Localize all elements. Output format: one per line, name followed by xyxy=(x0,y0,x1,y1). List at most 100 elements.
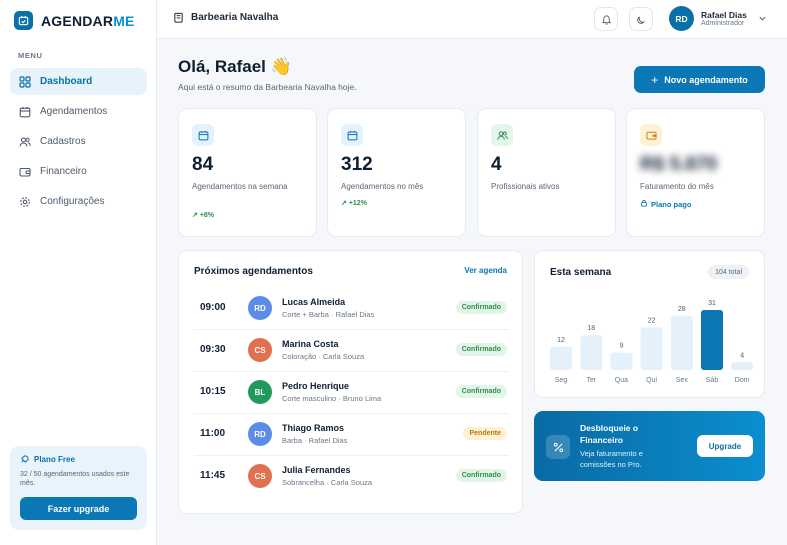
chart-bar-Qua[interactable] xyxy=(610,352,633,370)
upgrade-plan-button[interactable]: Fazer upgrade xyxy=(20,497,137,520)
logo-text: AGENDARME xyxy=(41,12,135,29)
client-name: Pedro Henrique xyxy=(282,381,350,391)
sidebar-item-label: Financeiro xyxy=(40,166,87,177)
chart-bar-Seg[interactable] xyxy=(550,346,572,370)
chart-category-label: Sáb xyxy=(706,377,719,384)
stat-card-week: 84 Agendamentos na semana ↗ +8% xyxy=(178,108,317,237)
chart-value-label: 22 xyxy=(648,317,656,324)
paid-plan-note[interactable]: Plano pago xyxy=(640,199,691,209)
service-desc: Corte masculino · Bruno Lima xyxy=(282,394,382,403)
client-name: Marina Costa xyxy=(282,339,339,349)
status-badge: Confirmado xyxy=(455,301,507,314)
user-role: Administrador xyxy=(701,20,745,27)
user-info: Rafael Dias Administrador xyxy=(701,10,747,27)
view-schedule-link[interactable]: Ver agenda xyxy=(464,266,507,275)
chart-category-label: Seg xyxy=(555,377,568,384)
appointment-row[interactable]: 10:15 BL Pedro Henrique Corte masculino … xyxy=(194,372,509,414)
appointment-row[interactable]: 11:00 RD Thiago Ramos Barba · Rafael Dia… xyxy=(194,414,509,456)
sidebar-item-label: Dashboard xyxy=(40,76,93,87)
avatar: RD xyxy=(248,422,272,446)
chevron-down-icon xyxy=(759,16,766,21)
sidebar-item-financeiro[interactable]: Financeiro xyxy=(10,158,147,185)
users-icon xyxy=(19,136,31,147)
status-badge: Pendente xyxy=(463,427,507,440)
appointment-row[interactable]: 11:45 CS Julia Fernandes Sobrancelha · C… xyxy=(194,456,509,498)
stat-card-professionals: 4 Profissionais ativos xyxy=(477,108,616,237)
new-appointment-button[interactable]: + Novo agendamento xyxy=(634,66,765,93)
section-title: Esta semana xyxy=(550,267,612,278)
stat-card-month: 312 Agendamentos no mês ↗ +12% xyxy=(327,108,466,237)
appointment-time: 11:00 xyxy=(200,428,226,439)
sidebar-item-dashboard[interactable]: Dashboard xyxy=(10,68,147,95)
chart-category-label: Dom xyxy=(735,377,750,384)
client-name: Julia Fernandes xyxy=(282,465,351,475)
appointment-time: 09:30 xyxy=(200,344,226,355)
stat-label: Agendamentos na semana xyxy=(192,182,288,191)
appointment-row[interactable]: 09:00 RD Lucas Almeida Corte + Barba · R… xyxy=(194,288,509,330)
chart-value-label: 9 xyxy=(619,343,623,350)
chart-bar-Dom[interactable] xyxy=(731,362,754,370)
appointment-time: 10:15 xyxy=(200,386,226,397)
chart-bar-Qui[interactable] xyxy=(640,327,663,370)
chart-category-label: Qua xyxy=(615,377,628,384)
chart-category-label: Ter xyxy=(586,377,596,384)
stat-value: 84 xyxy=(192,154,214,175)
plan-title: Plano Free xyxy=(20,455,137,464)
service-desc: Sobrancelha · Carla Souza xyxy=(282,478,373,487)
plus-icon: + xyxy=(651,72,659,87)
sidebar-nav: Dashboard Agendamentos Cadastros Finance… xyxy=(10,68,147,218)
store-icon xyxy=(174,12,183,23)
stat-label: Faturamento do mês xyxy=(640,182,714,191)
week-bar-chart: 12 Seg 18 Ter 9 Qua 22 Qui 28 Sex 31 Sáb 4 Dom xyxy=(550,300,754,384)
gear-icon xyxy=(20,196,30,207)
chart-category-label: Qui xyxy=(646,377,657,384)
appointment-time: 09:00 xyxy=(200,302,226,313)
chart-value-label: 31 xyxy=(708,300,716,307)
status-badge: Confirmado xyxy=(455,469,507,482)
notifications-button[interactable] xyxy=(594,7,618,31)
week-chart-card: Esta semana 104 total 12 Seg 18 Ter 9 Qua 22 Qu… xyxy=(534,250,765,398)
chart-value-label: 12 xyxy=(557,337,565,344)
lock-icon xyxy=(640,199,648,209)
appointment-row[interactable]: 09:30 CS Marina Costa Coloração · Carla … xyxy=(194,330,509,372)
chart-bar-Sex[interactable] xyxy=(670,315,693,370)
logo[interactable]: AGENDARME xyxy=(14,11,135,30)
user-name: Rafael Dias xyxy=(701,10,747,20)
avatar: RD xyxy=(669,6,694,31)
grid-icon xyxy=(19,75,31,88)
sidebar-item-label: Configurações xyxy=(40,196,105,207)
chart-bar-Sáb[interactable] xyxy=(701,310,723,370)
calendar-icon xyxy=(19,106,31,117)
moon-icon xyxy=(636,15,645,24)
menu-label: MENU xyxy=(18,51,43,60)
percent-icon xyxy=(546,435,570,459)
shop-selector[interactable]: Barbearia Navalha xyxy=(173,12,278,23)
upgrade-button[interactable]: Upgrade xyxy=(697,435,753,457)
calendar-icon xyxy=(192,124,214,146)
sidebar-item-agendamentos[interactable]: Agendamentos xyxy=(10,98,147,125)
chart-value-label: 18 xyxy=(587,325,595,332)
stat-label: Profissionais ativos xyxy=(491,182,560,191)
rocket-icon xyxy=(21,455,29,463)
stat-label: Agendamentos no mês xyxy=(341,182,424,191)
sidebar-item-label: Cadastros xyxy=(40,136,86,147)
page-title: Olá, Rafael 👋 xyxy=(178,57,292,76)
service-desc: Corte + Barba · Rafael Dias xyxy=(282,310,375,319)
status-badge: Confirmado xyxy=(455,343,507,356)
chart-bar-Ter[interactable] xyxy=(580,335,603,370)
plan-card: Plano Free 32 / 50 agendamentos usados e… xyxy=(10,446,147,530)
avatar: BL xyxy=(248,380,272,404)
chart-value-label: 28 xyxy=(678,306,686,313)
promo-title: Desbloqueie o Financeiro xyxy=(580,423,639,445)
theme-toggle-button[interactable] xyxy=(629,7,653,31)
status-badge: Confirmado xyxy=(455,385,507,398)
sidebar-item-configuracoes[interactable]: Configurações xyxy=(10,188,147,215)
sidebar-item-cadastros[interactable]: Cadastros xyxy=(10,128,147,155)
appointment-time: 11:45 xyxy=(200,470,226,481)
stat-trend: ↗ +12% xyxy=(341,200,367,207)
user-menu[interactable]: RD Rafael Dias Administrador xyxy=(669,6,767,31)
plan-usage: 32 / 50 agendamentos usados este mês. xyxy=(20,471,130,487)
financeiro-promo-card: Desbloqueie o Financeiro Veja faturament… xyxy=(534,411,765,481)
stat-value: 4 xyxy=(491,154,502,175)
promo-desc: Veja faturamento e comissões no Pro. xyxy=(580,449,643,469)
